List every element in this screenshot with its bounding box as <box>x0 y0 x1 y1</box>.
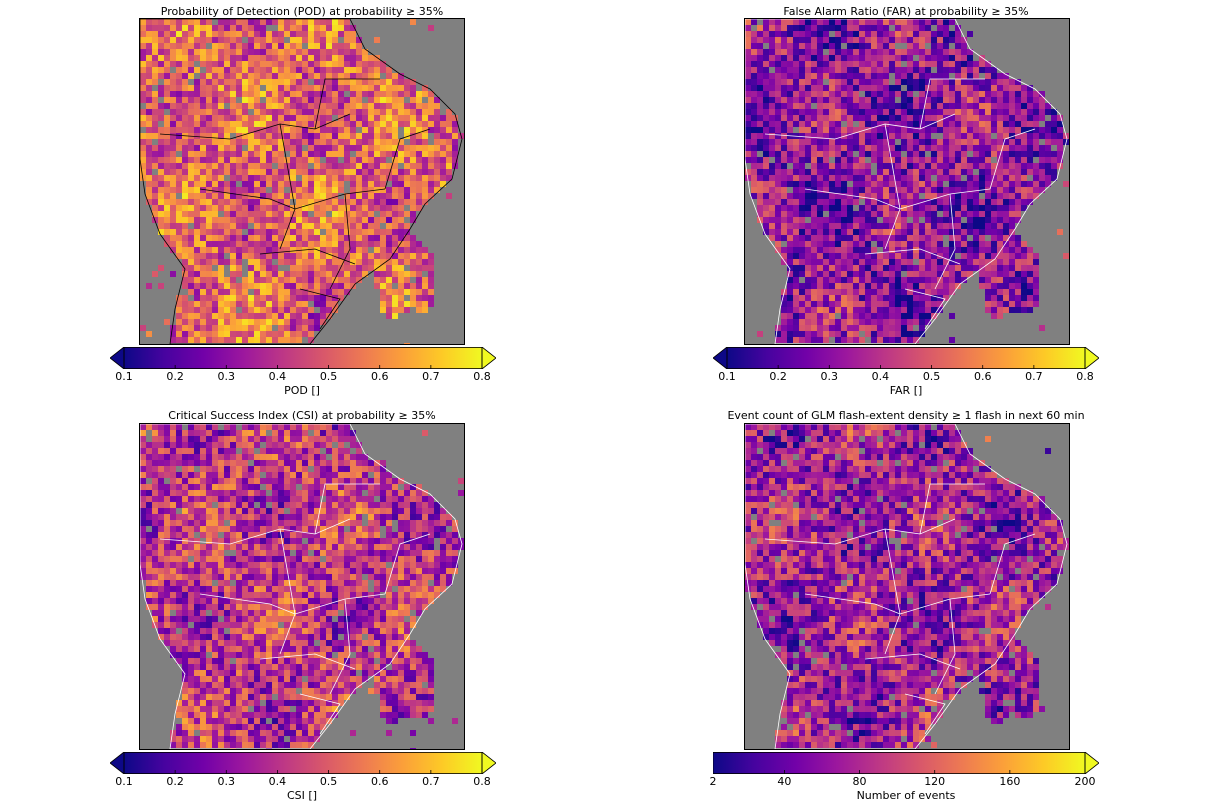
csi-map <box>139 423 465 750</box>
colorbar-tick-label: 80 <box>852 775 867 788</box>
colorbar-tick-label: 0.6 <box>370 370 389 383</box>
map-borders <box>140 424 463 749</box>
colorbar-tick-label: 0.3 <box>217 775 236 788</box>
colorbar-tick-label: 120 <box>924 775 946 788</box>
map-borders <box>745 19 1068 344</box>
pod-title: Probability of Detection (POD) at probab… <box>160 5 444 18</box>
colorbar-tick-label: 0.5 <box>922 370 941 383</box>
colorbar-tick-label: 0.7 <box>422 370 440 383</box>
csi-colorbar-svg <box>109 751 497 775</box>
map-field <box>745 19 1069 343</box>
colorbar-tick-label: 0.4 <box>268 775 287 788</box>
colorbar-tick-label: 40 <box>777 775 792 788</box>
colorbar-gradient <box>124 752 482 774</box>
colorbar-extend-min <box>109 751 125 775</box>
csi-map-svg <box>140 424 464 749</box>
map-borders <box>745 424 1068 749</box>
colorbar-tick-label: 0.2 <box>166 775 184 788</box>
colorbar-tick-label: 0.4 <box>871 370 890 383</box>
colorbar-gradient <box>713 752 1085 774</box>
colorbar-tick-label: 0.6 <box>370 775 389 788</box>
map-field <box>140 424 464 749</box>
colorbar-extend-max <box>1084 346 1100 370</box>
colorbar-tick-label: 0.8 <box>473 775 491 788</box>
map-field <box>140 19 464 344</box>
colorbar-tick-label: 0.6 <box>973 370 992 383</box>
event-count-colorbar: 2 40 80 120 160 200 <box>710 751 1100 788</box>
colorbar-tick-label: 0.5 <box>319 775 338 788</box>
colorbar-tick-label: 0.7 <box>1025 370 1043 383</box>
event-count-map-svg <box>745 424 1069 749</box>
pod-colorbar-svg <box>109 346 497 370</box>
csi-colorbar-label: CSI [] <box>287 789 317 802</box>
colorbar-tick-label: 0.1 <box>115 775 133 788</box>
far-map-svg <box>745 19 1069 344</box>
colorbar-extend-min <box>109 346 125 370</box>
colorbar-extend-min <box>712 346 728 370</box>
event-count-map <box>744 423 1070 750</box>
far-colorbar-svg <box>712 346 1100 370</box>
pod-colorbar: 0.1 0.2 0.3 0.4 0.5 0.6 0.7 0.8 <box>109 346 497 383</box>
event-count-colorbar-label: Number of events <box>856 789 956 802</box>
colorbar-tick-label: 0.3 <box>217 370 236 383</box>
colorbar-gradient <box>727 347 1085 369</box>
pod-map-svg <box>140 19 464 344</box>
map-field <box>745 424 1069 749</box>
colorbar-tick-label: 0.1 <box>115 370 133 383</box>
colorbar-extend-max <box>1084 751 1100 775</box>
colorbar-tick-label: 160 <box>999 775 1021 788</box>
colorbar-tick-label: 0.1 <box>718 370 736 383</box>
colorbar-tick-label: 0.5 <box>319 370 338 383</box>
colorbar-tick-label: 0.2 <box>769 370 787 383</box>
colorbar-tick-label: 0.8 <box>473 370 491 383</box>
far-colorbar-label: FAR [] <box>889 384 923 397</box>
event-count-title: Event count of GLM flash-extent density … <box>727 409 1085 422</box>
csi-title: Critical Success Index (CSI) at probabil… <box>168 409 436 422</box>
far-colorbar: 0.1 0.2 0.3 0.4 0.5 0.6 0.7 0.8 <box>712 346 1100 383</box>
colorbar-tick-label: 200 <box>1074 775 1096 788</box>
event-count-colorbar-svg <box>712 751 1100 775</box>
map-borders <box>140 19 463 344</box>
colorbar-tick-label: 0.7 <box>422 775 440 788</box>
colorbar-tick-label: 2 <box>709 775 717 788</box>
colorbar-extend-max <box>481 751 497 775</box>
pod-colorbar-label: POD [] <box>284 384 320 397</box>
colorbar-tick-label: 0.8 <box>1076 370 1094 383</box>
far-title: False Alarm Ratio (FAR) at probability ≥… <box>783 5 1029 18</box>
colorbar-tick-label: 0.3 <box>820 370 839 383</box>
csi-colorbar: 0.1 0.2 0.3 0.4 0.5 0.6 0.7 0.8 <box>109 751 497 788</box>
colorbar-extend-max <box>481 346 497 370</box>
colorbar-tick-label: 0.4 <box>268 370 287 383</box>
pod-map <box>139 18 465 345</box>
colorbar-tick-label: 0.2 <box>166 370 184 383</box>
colorbar-gradient <box>124 347 482 369</box>
far-map <box>744 18 1070 345</box>
